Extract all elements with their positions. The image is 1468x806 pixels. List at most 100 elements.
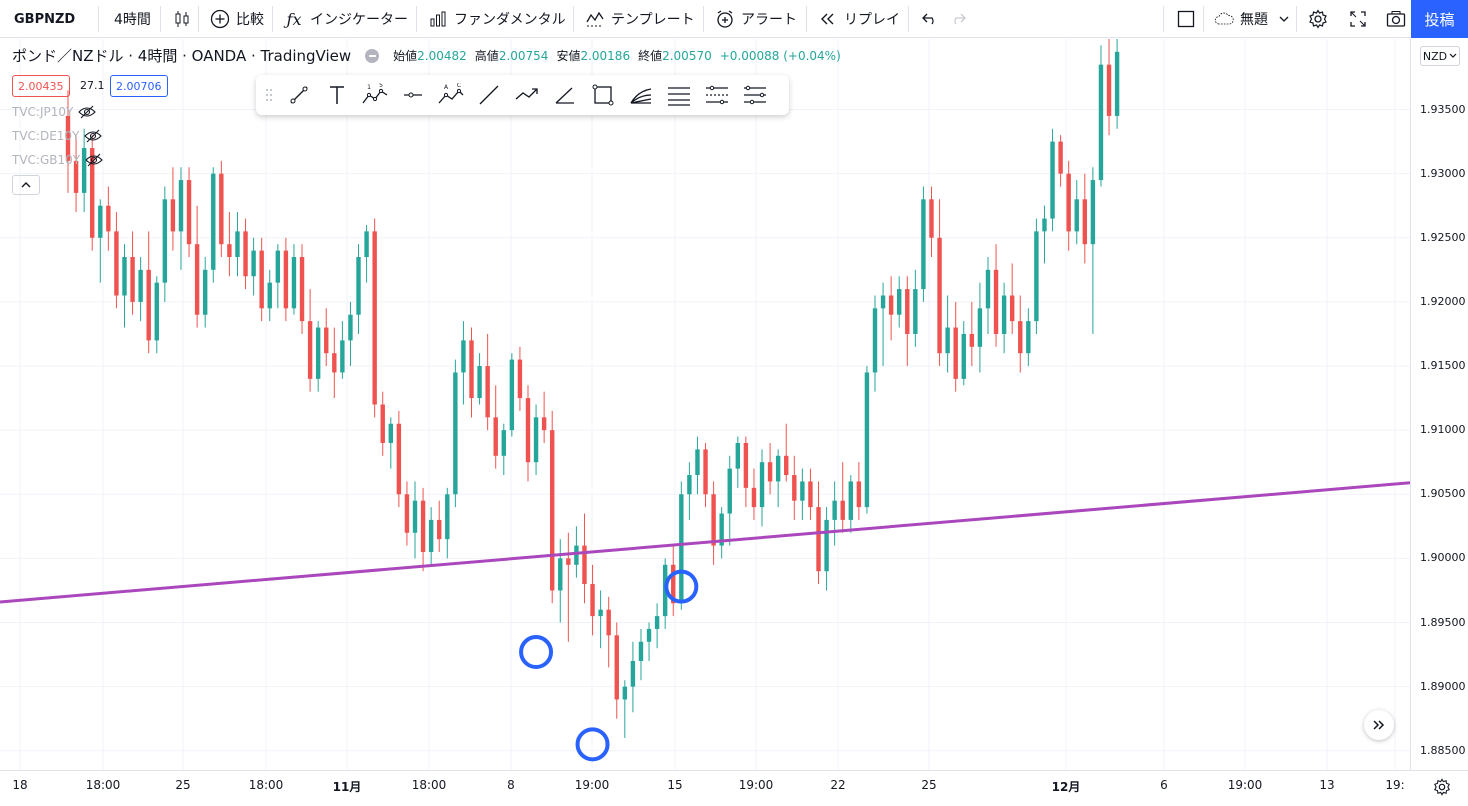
candle: [638, 628, 644, 681]
eye-off-icon[interactable]: [77, 105, 97, 119]
candle-body: [880, 295, 886, 309]
chart-type-button[interactable]: [164, 0, 200, 38]
replay-button[interactable]: リプレイ: [810, 0, 908, 38]
angle-tool-icon[interactable]: [546, 75, 584, 115]
price-label: 1.92000: [1420, 294, 1466, 308]
candle: [259, 237, 264, 322]
candle-body: [703, 449, 708, 495]
post-button[interactable]: 投稿: [1411, 0, 1468, 38]
currency-selector[interactable]: NZD: [1420, 46, 1460, 66]
settings-button[interactable]: [1300, 0, 1336, 38]
fib-retracement-tool-icon[interactable]: [660, 75, 698, 115]
layout-button[interactable]: [1168, 0, 1204, 38]
time-label: 19:00: [738, 778, 774, 792]
candle: [977, 282, 983, 373]
price-axis[interactable]: NZD 1.93500 1.93000 1.92500 1.92000 1.91500 1…: [1410, 39, 1468, 770]
candle-body: [945, 327, 950, 354]
candle: [590, 564, 595, 636]
time-axis[interactable]: 18 18:00 25 18:00 11月 18:00 8 19:00 15 19:00 22 25 1…: [0, 770, 1468, 806]
snapshot-button[interactable]: [1378, 0, 1414, 38]
price-chart[interactable]: [0, 39, 1410, 770]
time-label: 6: [1160, 778, 1168, 792]
candle: [445, 487, 450, 559]
candle: [404, 481, 410, 546]
close-value: 2.00570: [662, 48, 712, 63]
candle-body: [905, 289, 910, 334]
symbol-search-button[interactable]: GBPNZD: [6, 0, 83, 38]
templates-button[interactable]: テンプレート: [577, 0, 703, 38]
collapse-legend-button[interactable]: [12, 175, 40, 195]
fib-fan-tool-icon[interactable]: [622, 75, 660, 115]
time-label: 22: [830, 778, 846, 792]
candle-body: [525, 398, 531, 463]
chart-grid: [0, 39, 1410, 770]
candle: [929, 186, 934, 258]
time-label: 15: [667, 778, 683, 792]
candle-body: [792, 475, 797, 501]
candle: [291, 244, 297, 315]
plus-circle-icon: [210, 9, 230, 29]
divider: [1203, 6, 1204, 32]
candle-body: [751, 487, 757, 508]
candle-body: [1106, 64, 1112, 116]
fundamentals-button[interactable]: ファンダメンタル: [420, 0, 574, 38]
candle: [461, 321, 466, 405]
candle-body: [622, 686, 628, 700]
buy-price-button[interactable]: 2.00706: [110, 75, 168, 97]
candle: [122, 244, 127, 328]
candle: [428, 507, 434, 565]
interval-button[interactable]: 4時間: [106, 0, 159, 38]
indicator-gb10y[interactable]: TVC:GB10Y: [12, 153, 104, 167]
indicator-de10y[interactable]: TVC:DE10Y: [12, 129, 103, 143]
drag-handle-icon[interactable]: [262, 81, 276, 109]
candle: [824, 507, 829, 591]
candle-body: [315, 327, 321, 379]
candle-body: [671, 564, 676, 604]
eye-off-icon[interactable]: [84, 153, 104, 167]
scroll-to-realtime-button[interactable]: [1364, 710, 1394, 740]
divider: [416, 6, 417, 32]
spread-value: 27.1: [80, 79, 105, 92]
candle: [380, 391, 385, 456]
minus-icon[interactable]: [365, 48, 380, 63]
candle-body: [194, 244, 200, 315]
candle: [872, 295, 878, 392]
candle-body: [654, 616, 660, 629]
line-segment-tool-icon[interactable]: [470, 75, 508, 115]
sell-price-button[interactable]: 2.00435: [12, 75, 70, 97]
candle-body: [461, 340, 466, 373]
fullscreen-button[interactable]: [1340, 0, 1376, 38]
candle: [412, 481, 418, 559]
candle: [687, 462, 692, 520]
rectangle-tool-icon[interactable]: [584, 75, 622, 115]
candle: [751, 468, 757, 520]
divider: [908, 6, 909, 32]
candle: [90, 135, 95, 251]
indicators-button[interactable]: ƒx インジケーター: [276, 0, 416, 38]
candle-body: [219, 173, 224, 245]
candle: [453, 359, 458, 508]
layout-name-button[interactable]: 無題: [1206, 0, 1302, 38]
candle-body: [888, 295, 894, 315]
compare-button[interactable]: 比較: [202, 0, 272, 38]
trend-line-tool-icon[interactable]: [280, 75, 318, 115]
indicator-jp10y[interactable]: TVC:JP10Y: [12, 105, 97, 119]
text-tool-icon[interactable]: [318, 75, 356, 115]
axis-settings-button[interactable]: [1430, 775, 1454, 799]
undo-button[interactable]: [912, 0, 948, 38]
alert-button[interactable]: アラート: [707, 0, 805, 38]
candle-body: [784, 455, 789, 476]
candle-body: [598, 609, 603, 617]
horizontal-ray-tool-icon[interactable]: [394, 75, 432, 115]
parallel-channel-tool-icon[interactable]: [698, 75, 736, 115]
path-tool-icon[interactable]: [508, 75, 546, 115]
redo-button[interactable]: [940, 0, 976, 38]
open-value: 2.00482: [417, 48, 467, 63]
time-label: 25: [175, 778, 191, 792]
eye-off-icon[interactable]: [83, 129, 103, 143]
candle-body: [1114, 51, 1120, 116]
pitchfork-tool-icon[interactable]: [736, 75, 774, 115]
chart-legend: ポンド／NZドル · 4時間 · OANDA · TradingView 始値 2…: [12, 45, 841, 66]
